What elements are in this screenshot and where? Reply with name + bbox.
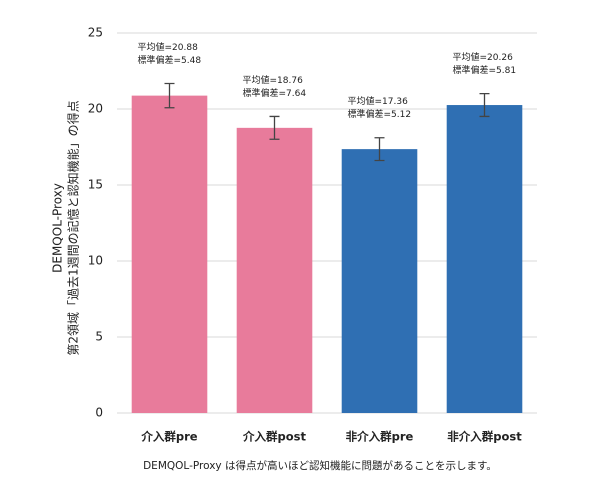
bar — [341, 149, 418, 414]
y-tick-label: 20 — [88, 102, 103, 116]
bar — [236, 127, 313, 414]
error-bar — [479, 92, 490, 118]
annotation: 平均値=20.88 — [138, 41, 199, 53]
annotation: 平均値=20.26 — [453, 51, 514, 63]
y-tick-label: 15 — [88, 178, 103, 192]
y-tick-label: 0 — [95, 406, 103, 420]
y-axis-label: 第2領域「過去1週間の記憶と認知機能」の得点 — [66, 100, 81, 355]
footnote: DEMQOL-Proxy は得点が高いほど認知機能に問題があることを示します。 — [143, 459, 497, 472]
x-tick-label: 介入群post — [242, 430, 306, 444]
annotation: 標準偏差=5.12 — [348, 108, 412, 120]
error-bar — [164, 82, 175, 109]
annotation: 標準偏差=5.81 — [453, 64, 517, 76]
x-tick-label: 介入群pre — [140, 430, 197, 444]
annotation: 平均値=17.36 — [348, 95, 409, 107]
error-bar — [269, 115, 280, 140]
error-bar — [374, 137, 385, 162]
bar — [446, 105, 523, 413]
y-axis-label: DEMQOL-Proxy — [51, 183, 65, 273]
y-tick-label: 10 — [88, 254, 103, 268]
annotation: 標準偏差=7.64 — [243, 87, 307, 99]
annotation: 平均値=18.76 — [243, 74, 304, 86]
x-tick-label: 非介入群post — [447, 430, 522, 444]
y-tick-label: 25 — [88, 26, 103, 40]
y-tick-label: 5 — [95, 330, 103, 344]
annotation: 標準偏差=5.48 — [138, 54, 202, 66]
x-tick-label: 非介入群pre — [346, 430, 414, 444]
bar — [131, 95, 208, 414]
